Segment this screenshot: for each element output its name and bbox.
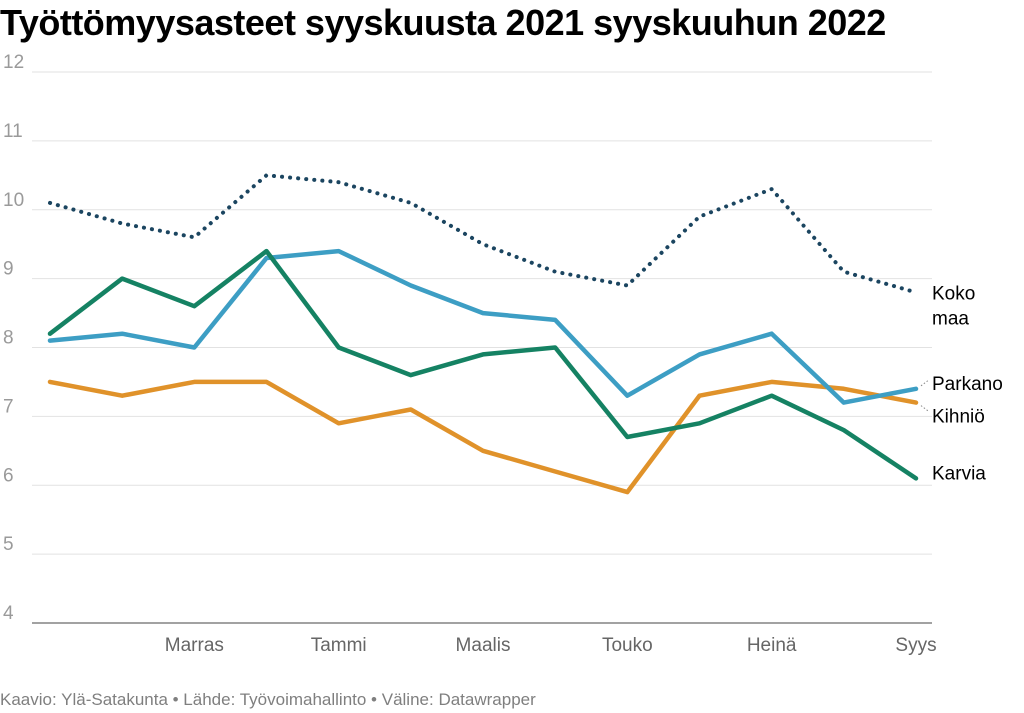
y-axis-ticks: 4 5 6 7 8 9 10 11 12 [3, 52, 24, 624]
series-lines [47, 173, 919, 495]
x-tick-label: Heinä [747, 635, 797, 656]
y-tick-label: 12 [3, 52, 24, 73]
chart-title: Työttömyysasteet syyskuusta 2021 syyskuu… [0, 2, 886, 43]
y-tick-label: 11 [3, 121, 23, 142]
x-tick-label: Marras [165, 635, 224, 656]
series-label-karvia: Karvia [932, 463, 986, 484]
y-tick-label: 5 [3, 534, 14, 555]
x-tick-label: Tammi [311, 635, 367, 656]
y-tick-label: 4 [3, 603, 14, 624]
y-tick-label: 9 [3, 259, 14, 280]
y-tick-label: 6 [3, 465, 14, 486]
gridlines [32, 71, 932, 624]
label-leader [920, 379, 930, 387]
series-label-parkano: Parkano [932, 374, 1003, 395]
series-line-parkano [47, 248, 919, 405]
x-tick-label: Maalis [456, 635, 511, 656]
x-tick-label: Touko [602, 635, 653, 656]
series-label-koko-maa: Koko [932, 283, 975, 304]
series-label-kihnio: Kihniö [932, 407, 985, 428]
x-tick-label: Syys [895, 635, 936, 656]
y-tick-label: 7 [3, 396, 14, 417]
x-axis-ticks: Marras Tammi Maalis Touko Heinä Syys [165, 635, 937, 656]
series-labels: Koko maa Parkano Kihniö Karvia [920, 283, 1003, 484]
label-leader [920, 405, 930, 413]
y-tick-label: 10 [3, 190, 24, 211]
series-line-kihnio [47, 379, 919, 495]
series-line-koko-maa [48, 173, 918, 295]
series-line-karvia [47, 248, 919, 481]
series-label-koko-maa: maa [932, 308, 969, 329]
chart-footer: Kaavio: Ylä-Satakunta • Lähde: Työvoimah… [0, 690, 536, 709]
y-tick-label: 8 [3, 328, 14, 349]
